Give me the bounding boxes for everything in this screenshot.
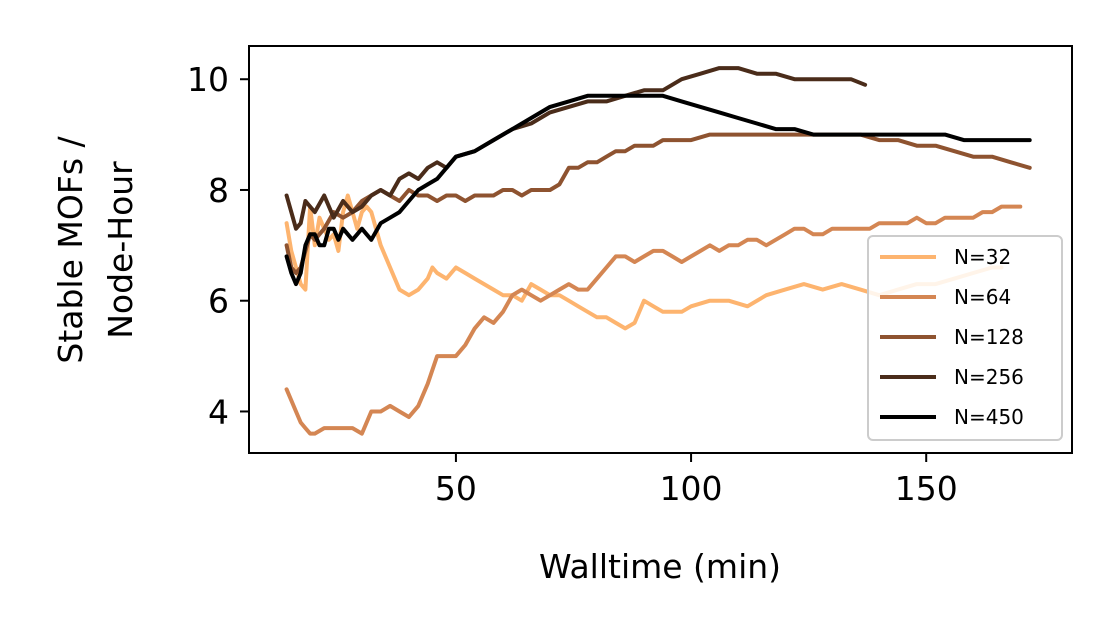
- y-tick-label-8: 8: [208, 171, 229, 210]
- y-axis-label-line-2: Node-Hour: [101, 161, 140, 339]
- legend-label-n-450: N=450: [954, 405, 1024, 429]
- y-tick-label-10: 10: [187, 60, 229, 99]
- legend-label-n-32: N=32: [954, 245, 1011, 269]
- x-tick-label-100: 100: [660, 469, 723, 508]
- legend-label-n-64: N=64: [954, 285, 1011, 309]
- y-tick-label-6: 6: [208, 282, 229, 321]
- series-line-n-64: [284, 204, 1023, 436]
- legend-label-n-128: N=128: [954, 325, 1024, 349]
- y-axis-label-line-1: Stable MOFs /: [51, 135, 90, 363]
- ticks-layer: 50 100 150 4 6 8 10: [187, 60, 958, 508]
- series-layer: [284, 66, 1032, 436]
- x-tick-label-150: 150: [895, 469, 958, 508]
- legend: N=32 N=64 N=128 N=256 N=450: [867, 235, 1063, 441]
- series-line-n-450: [284, 93, 1032, 287]
- legend-frame: [867, 235, 1063, 441]
- legend-label-n-256: N=256: [954, 365, 1024, 389]
- x-axis-label: Walltime (min): [539, 547, 781, 586]
- y-axis-label: Stable MOFs / Node-Hour: [51, 135, 140, 363]
- y-tick-label-4: 4: [208, 392, 229, 431]
- x-tick-label-50: 50: [435, 469, 477, 508]
- plot-frame: [248, 45, 1073, 454]
